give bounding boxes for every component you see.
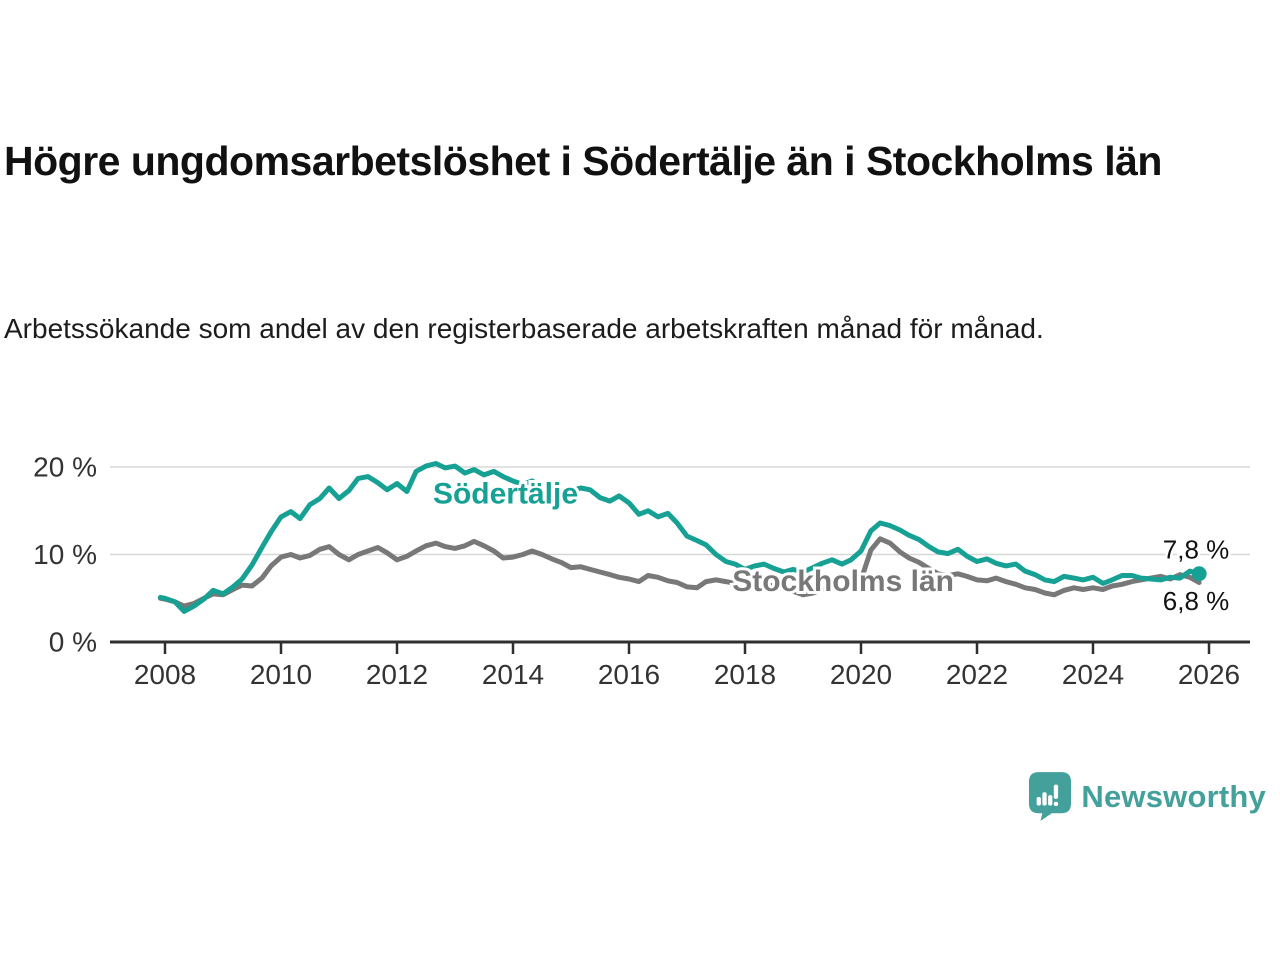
end-value-label-1: 7,8 % xyxy=(1163,534,1230,564)
line-chart: 2008 2010 2012 2014 2016 2018 2020 2022 2024 2026… xyxy=(0,440,1280,720)
end-value-label-0: 6,8 % xyxy=(1163,586,1230,616)
series-line-0 xyxy=(157,536,1202,609)
brand-name: Newsworthy xyxy=(1081,778,1266,814)
series-line-1 xyxy=(157,461,1202,614)
x-tick-label: 2020 xyxy=(830,659,892,690)
x-tick-label: 2018 xyxy=(714,659,776,690)
x-tick-label: 2014 xyxy=(482,659,544,690)
chart-subtitle: Arbetssökande som andel av den registerb… xyxy=(4,313,1044,344)
x-tick-label: 2012 xyxy=(366,659,428,690)
x-tick-label: 2016 xyxy=(598,659,660,690)
x-tick-label: 2008 xyxy=(134,659,196,690)
y-tick-label: 20 % xyxy=(33,452,97,483)
x-tick-label: 2024 xyxy=(1062,659,1124,690)
x-tick-label: 2010 xyxy=(250,659,312,690)
series-end-dot xyxy=(1191,566,1207,582)
newsworthy-branding: Newsworthy xyxy=(1029,772,1266,821)
chart-canvas: 2008 2010 2012 2014 2016 2018 2020 2022 2024 2026… xyxy=(33,452,1250,690)
x-tick-label: 2022 xyxy=(946,659,1008,690)
page-title: Högre ungdomsarbetslöshet i Södertälje ä… xyxy=(4,138,1162,184)
y-tick-label: 0 % xyxy=(49,627,97,658)
series-label-1: Södertälje xyxy=(433,478,578,511)
y-tick-label: 10 % xyxy=(33,539,97,570)
series-label-0: Stockholms län xyxy=(732,565,954,598)
bar-chart-speech-bubble-icon xyxy=(1029,772,1072,821)
x-tick-label: 2026 xyxy=(1178,659,1240,690)
